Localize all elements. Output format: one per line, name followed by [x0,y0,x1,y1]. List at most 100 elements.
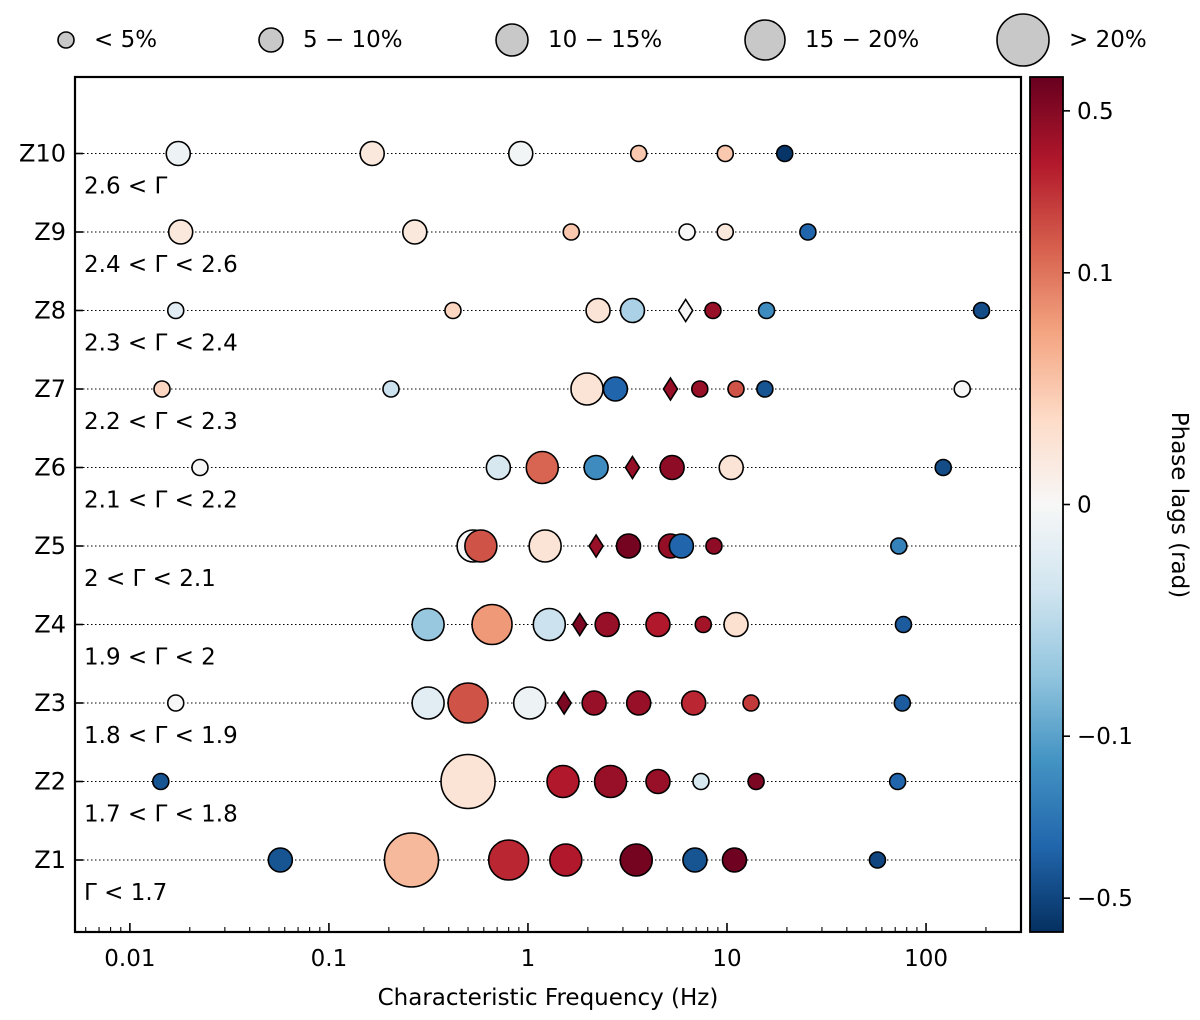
data-point-z6 [934,458,953,477]
annotation-z9: 2.4 < Γ < 2.6 [84,252,238,278]
x-axis-ticks: 0.01 0.1 1 10 100 [85,923,1022,972]
data-point-z1 [682,847,708,873]
legend-size-label: < 5% [94,27,157,53]
annotation-z2: 1.7 < Γ < 1.8 [84,802,238,828]
data-point-z5 [464,529,498,563]
x-tick-label: 10 [712,946,741,972]
legend-size-label: 15 − 20% [805,27,919,53]
data-point-z8 [585,297,611,324]
legend-size-marker [495,23,529,57]
data-point-z1 [267,847,294,873]
legend-size-label: 10 − 15% [548,27,662,53]
data-point-z1 [868,851,887,869]
annotation-z3: 1.8 < Γ < 1.9 [84,723,238,749]
data-point-z3 [411,686,445,720]
colorbar-tick-label: −0.1 [1077,724,1133,750]
data-point-z3 [512,686,547,720]
row-label-z3: Z3 [34,689,66,717]
data-point-z10 [359,140,386,167]
annotation-z7: 2.2 < Γ < 2.3 [84,409,238,435]
colorbar-gradient [1029,76,1064,933]
legend-size-marker [57,31,75,49]
data-point-z9 [678,223,696,241]
annotation-z8: 2.3 < Γ < 2.4 [84,331,238,357]
data-point-z6 [191,458,209,477]
data-point-z10 [775,144,794,163]
data-point-z9 [562,223,581,241]
data-point-z5 [705,537,723,555]
colorbar-tick-label: 0.5 [1077,99,1114,125]
diamond-point-z8 [677,298,694,323]
colorbar-tick-label: −0.5 [1077,886,1133,912]
row-label-z4: Z4 [34,611,66,639]
data-point-z4 [411,607,445,642]
data-point-z2 [645,768,671,795]
data-point-z4 [723,611,749,638]
x-tick-label: 100 [904,946,948,972]
colorbar-tick-label: 0.1 [1077,261,1114,287]
diamond-point-z6 [624,455,641,480]
annotation-z1: Γ < 1.7 [84,880,167,906]
data-point-z5 [528,529,562,563]
data-point-z8 [619,297,646,324]
data-point-z7 [756,380,774,398]
x-tick-label: 0.01 [104,946,155,972]
data-point-z8 [757,301,776,320]
data-point-z9 [401,219,428,245]
data-point-z5 [668,533,695,559]
data-point-z2 [747,772,765,791]
data-point-z3 [447,682,489,724]
data-point-z1 [721,847,748,873]
row-label-z5: Z5 [34,532,66,560]
data-point-z1 [549,843,583,877]
data-point-z1 [383,832,440,888]
gamma-annotations: 2.6 < Γ 2.4 < Γ < 2.6 2.3 < Γ < 2.4 2.2 < Γ… [84,174,238,907]
data-point-z3 [742,694,760,712]
data-point-z3 [893,694,912,712]
annotation-z4: 1.9 < Γ < 2 [84,645,216,671]
legend-size-marker [258,27,284,53]
data-markers [151,140,991,888]
data-point-z2 [888,772,907,791]
data-point-z6 [583,454,609,481]
annotation-z10: 2.6 < Γ [84,174,167,200]
data-point-z5 [890,537,908,555]
data-point-z4 [694,615,713,634]
row-label-z2: Z2 [34,768,66,796]
annotation-z5: 2 < Γ < 2.1 [84,566,216,592]
data-point-z6 [485,454,512,481]
data-point-z3 [581,690,607,716]
colorbar-tick-label: 0 [1077,493,1092,519]
legend-size-marker [996,13,1050,67]
data-point-z6 [718,454,745,481]
diamond-point-z3 [556,690,573,716]
data-point-z7 [690,380,709,398]
data-point-z7 [153,380,171,398]
row-label-z6: Z6 [34,454,66,482]
data-point-z7 [953,380,972,398]
colorbar [1029,76,1064,933]
data-point-z4 [471,603,513,646]
data-point-z8 [704,301,722,320]
diamond-point-z4 [571,612,588,637]
data-point-z1 [619,843,654,877]
data-point-z9 [716,223,735,241]
data-point-z4 [532,607,567,642]
data-point-z3 [625,690,652,716]
diamond-point-z5 [588,533,605,559]
data-point-z3 [680,690,707,716]
y-axis-row-labels: Z10 Z9 Z8 Z7 Z6 Z5 Z4 Z3 Z2 Z1 [19,140,83,874]
row-label-z8: Z8 [34,297,66,325]
legend-size-label: 5 − 10% [303,27,403,53]
row-label-z7: Z7 [34,375,66,403]
data-point-z5 [615,533,642,559]
data-point-z2 [546,764,580,799]
data-point-z4 [645,611,671,638]
data-point-z9 [799,223,817,241]
data-point-z7 [727,380,745,398]
data-point-z4 [594,611,620,638]
data-point-z3 [166,694,185,712]
row-label-z1: Z1 [34,846,66,874]
annotation-z6: 2.1 < Γ < 2.2 [84,488,238,514]
